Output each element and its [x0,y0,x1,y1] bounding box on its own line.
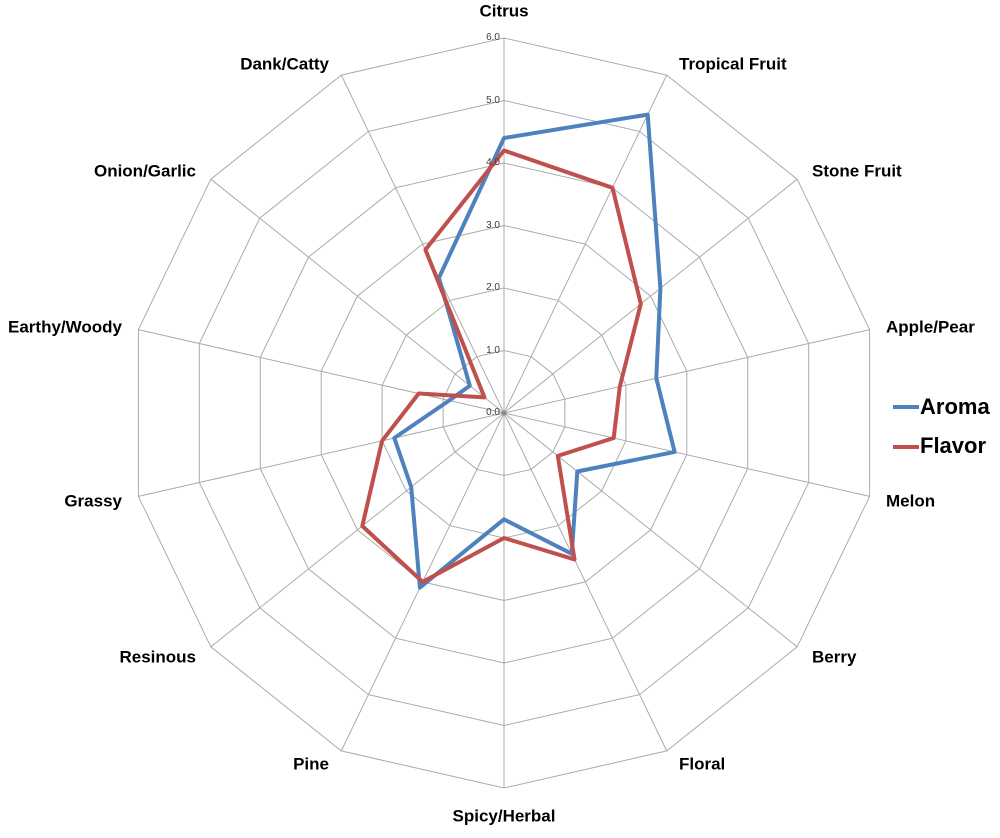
grid-spoke [503,412,668,752]
category-label-pine: Pine [293,754,329,774]
category-label-spicy-herbal: Spicy/Herbal [452,806,556,826]
category-label-citrus: Citrus [479,1,529,21]
category-label-apple-pear: Apple/Pear [886,317,975,337]
series-flavor-line[interactable] [360,148,643,584]
tick-label-3.0: 3.0 [486,220,500,231]
grid-spoke [503,412,798,648]
tick-label-4.0: 4.0 [486,157,500,168]
legend-label-aroma: Aroma [920,394,990,419]
tick-label-1.0: 1.0 [486,345,500,356]
grid-spoke [138,329,505,414]
tick-label-0.0: 0.0 [486,407,500,418]
category-label-floral: Floral [679,754,726,774]
grid-spoke [138,412,505,497]
tick-label-2.0: 2.0 [486,282,500,293]
category-label-tropical-fruit: Tropical Fruit [679,54,787,74]
legend-item-aroma[interactable]: Aroma [893,394,990,420]
category-label-earthy-woody: Earthy/Woody [8,317,122,337]
category-label-dank-catty: Dank/Catty [240,54,329,74]
grid-spoke [503,178,798,414]
grid-spoke [503,412,870,497]
category-label-berry: Berry [812,647,857,667]
category-label-onion-garlic: Onion/Garlic [93,161,196,181]
category-label-stone-fruit: Stone Fruit [812,161,902,181]
category-label-grassy: Grassy [64,491,122,511]
legend-item-flavor[interactable]: Flavor [893,433,990,459]
grid-spoke [503,74,668,414]
legend: Aroma Flavor [893,394,990,473]
legend-label-flavor: Flavor [920,433,987,459]
tick-label-6.0: 6.0 [486,32,500,43]
legend-swatch-flavor-line [893,444,919,449]
center-point [501,410,507,416]
tick-label-5.0: 5.0 [486,95,500,106]
series-aroma-line[interactable] [392,112,677,590]
grid-spoke [210,412,505,648]
category-label-resinous: Resinous [119,647,196,667]
grid-spoke [503,329,870,414]
grid-spoke [340,74,505,414]
grid-spoke [210,178,505,414]
legend-swatch-aroma-line [893,405,919,410]
category-label-melon: Melon [886,491,936,511]
